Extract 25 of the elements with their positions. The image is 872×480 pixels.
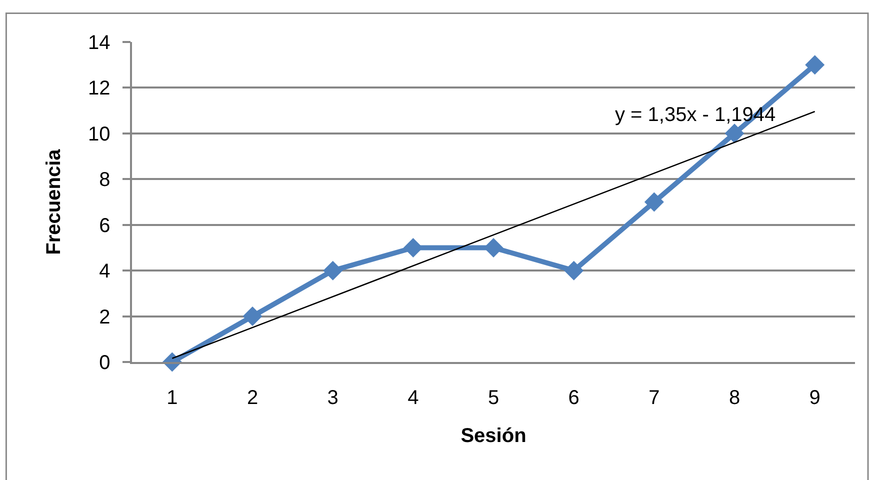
point xyxy=(564,260,584,280)
x-tick-label: 8 xyxy=(728,386,740,409)
point xyxy=(805,55,825,75)
x-tick-label: 1 xyxy=(166,386,178,409)
point xyxy=(242,306,262,326)
point xyxy=(724,124,744,144)
x-tick-label: 7 xyxy=(648,386,660,409)
y-axis-title: Frecuencia xyxy=(43,148,65,255)
y-tick-label: 8 xyxy=(99,169,110,192)
x-tick-label: 5 xyxy=(488,386,500,409)
x-tick-label: 4 xyxy=(408,386,419,409)
x-tick-label: 6 xyxy=(568,386,580,409)
y-tick-label: 0 xyxy=(99,352,110,374)
x-axis-title: Sesión xyxy=(460,424,526,447)
y-tick-label: 2 xyxy=(99,306,110,328)
point xyxy=(323,260,343,280)
x-tick-label: 2 xyxy=(246,386,258,409)
y-tick-label: 4 xyxy=(99,260,110,283)
y-tick-label: 10 xyxy=(88,123,110,146)
x-tick-label: 9 xyxy=(809,386,820,409)
y-tick-label: 6 xyxy=(99,214,110,237)
y-tick-label: 12 xyxy=(88,78,110,100)
y-tick-label: 14 xyxy=(88,32,110,54)
x-tick-label: 3 xyxy=(327,386,338,409)
point xyxy=(644,192,664,212)
